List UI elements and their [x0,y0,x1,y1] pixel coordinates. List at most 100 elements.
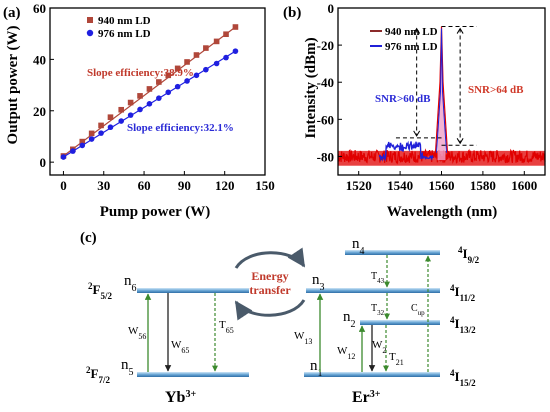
er-level-4I13-2 [360,320,440,325]
er-term-4I9-2: 4I9/2 [458,245,480,265]
a-point-976 [213,60,220,67]
er-node-n1: n1 [310,358,323,379]
er-label-t32: T32 [371,303,385,317]
er-level-4I15-2 [304,372,440,377]
b-y-axis-label: Intensity (dBm) [303,37,319,138]
yb-label-w56: W56 [128,325,146,341]
a-point-940 [165,72,172,79]
a-point-976 [193,72,200,79]
b-snr-annotation-940: SNR>64 dB [468,84,524,96]
b-x-tick-label: 1560 [429,178,455,193]
b-y-tick-label: -20 [317,38,334,53]
a-y-axis-label: Output power (W) [5,26,21,145]
yb-label-t65: T65 [219,319,234,335]
a-point-940 [79,138,86,145]
er-label-cup: Cup [411,303,425,317]
er-level-4I11-2 [306,288,440,293]
a-point-940 [193,52,200,58]
a-point-976 [165,89,172,96]
a-y-tick-label: 60 [33,1,46,16]
a-point-940 [223,31,229,38]
a-point-940 [156,79,162,85]
yb-node-n6: n6 [124,273,137,294]
a-point-976 [184,78,190,84]
b-x-tick-label: 1600 [511,178,537,193]
panel-a: (a) Output power (W) Pump power (W) 0 30 6… [0,0,275,222]
a-point-940 [146,86,153,92]
yb-level-2F5-2 [137,288,249,293]
a-point-940 [107,114,114,120]
panel-b-label: (b) [283,5,301,21]
b-snr-annotation-976: SNR>60 dB [375,93,431,105]
er-term-4I13-2: 4I13/2 [450,315,476,335]
a-point-940 [127,99,134,106]
a-point-940 [118,106,125,113]
er-node-n3: n3 [312,272,325,293]
a-point-976 [137,106,143,113]
b-snr-arrowhead [413,27,421,34]
b-x-tick-label: 1520 [346,178,372,193]
b-snr-arrowhead [413,130,421,137]
energy-level-diagram: (c) 2F5/2 2F7/2 n6 n5 W56 W65 T65 Yb3+ E… [80,230,480,407]
er-label-w13: W13 [294,330,312,346]
energy-transfer-arrow-top [234,247,306,269]
a-legend-label-940: 940 nm LD [98,15,151,27]
panel-b: (b) Intensity (dBm) Wavelength (nm) 1520… [275,0,550,222]
a-x-tick-label: 90 [178,178,191,193]
b-x-axis-label: Wavelength (nm) [387,204,497,220]
a-point-976 [88,136,95,142]
a-x-axis-label: Pump power (W) [100,204,211,220]
a-x-tick-label: 150 [255,178,275,193]
a-legend-label-976: 976 nm LD [98,28,151,40]
a-point-976 [118,118,125,124]
a-point-976 [232,48,239,54]
b-y-tick-label: 0 [328,1,335,16]
a-point-940 [137,93,143,99]
a-point-976 [223,54,229,61]
a-y-tick-label: 40 [33,52,46,67]
er-label-w12: W12 [337,345,355,361]
a-point-940 [174,65,181,72]
b-legend-label-976: 976 nm LD [385,41,438,53]
er-node-n4: n4 [352,236,365,257]
b-y-tick-label: -60 [317,112,334,127]
a-point-940 [88,130,95,137]
energy-transfer-label-2: transfer [249,283,291,297]
yb-term-2F7-2: 2F7/2 [86,365,110,385]
a-legend-marker-940 [87,17,93,23]
a-point-976 [107,124,114,131]
a-point-940 [98,122,104,129]
er-ion-label: Er3+ [352,389,381,407]
a-point-976 [156,95,162,101]
a-point-940 [203,45,209,51]
a-y-tick-label: 20 [33,104,46,119]
b-x-tick-label: 1540 [387,178,413,193]
b-legend-label-940: 940 nm LD [385,26,438,38]
a-point-976 [203,66,209,73]
er-label-w2: W2 [372,339,386,355]
a-legend-marker-976 [86,29,94,37]
a-point-976 [70,148,76,154]
yb-label-w65: W65 [171,339,189,355]
panel-a-label: (a) [3,5,21,21]
spectrum-chart: (b) Intensity (dBm) Wavelength (nm) 1520… [283,1,546,220]
a-y-tick-label: 0 [40,155,47,170]
a-point-940 [232,24,239,30]
er-level-4I9-2 [345,250,440,255]
panel-c: (c) 2F5/2 2F7/2 n6 n5 W56 W65 T65 Yb3+ E… [0,222,550,407]
a-point-976 [60,154,67,160]
yb-ion-label: Yb3+ [165,389,196,407]
b-series-976-floor [378,140,434,162]
b-x-tick-label: 1580 [470,178,496,193]
b-series-976-peak [436,28,447,153]
a-point-976 [79,142,86,149]
energy-transfer-label-1: Energy [251,269,288,283]
a-point-976 [98,130,104,136]
a-x-tick-label: 60 [138,178,151,193]
er-term-4I15-2: 4I15/2 [450,368,476,388]
b-y-tick-label: -40 [317,75,334,90]
a-x-tick-label: 0 [60,178,67,193]
er-term-4I11-2: 4I11/2 [450,283,476,303]
a-point-976 [127,112,134,118]
er-label-t21: T21 [389,351,404,367]
